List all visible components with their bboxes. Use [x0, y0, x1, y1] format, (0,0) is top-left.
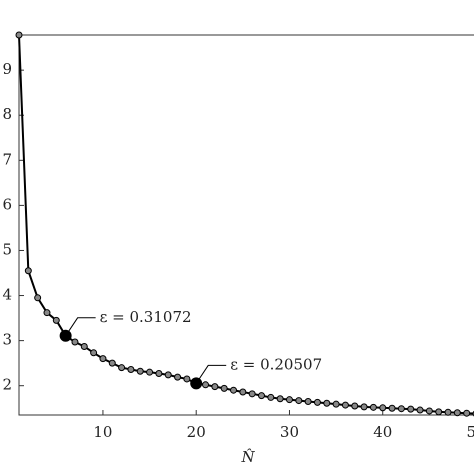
- annotation: ε = 0.20507: [230, 355, 322, 373]
- marker: [108, 359, 116, 367]
- marker: [52, 316, 60, 324]
- marker: [304, 397, 312, 405]
- y-tick-label: 3: [2, 331, 12, 349]
- marker: [146, 368, 154, 376]
- marker: [276, 395, 284, 403]
- marker: [155, 370, 163, 378]
- marker: [183, 375, 191, 383]
- marker: [388, 404, 396, 412]
- marker: [71, 338, 79, 346]
- marker: [248, 390, 256, 398]
- marker: [127, 365, 135, 373]
- marker: [136, 367, 144, 375]
- marker: [80, 342, 88, 350]
- marker: [285, 396, 293, 404]
- marker: [332, 400, 340, 408]
- x-tick-label: 50: [466, 423, 474, 441]
- marker: [267, 393, 275, 401]
- marker: [174, 373, 182, 381]
- y-tick-label: 8: [2, 105, 12, 123]
- annotation: ε = 0.31072: [100, 308, 192, 326]
- x-tick-label: 10: [93, 423, 112, 441]
- marker: [397, 405, 405, 413]
- y-tick-label: 4: [2, 286, 12, 304]
- x-axis-label: N̂: [240, 448, 255, 466]
- marker: [341, 401, 349, 409]
- marker: [444, 408, 452, 416]
- marker: [369, 403, 377, 411]
- marker: [323, 399, 331, 407]
- marker: [90, 349, 98, 357]
- marker: [43, 309, 51, 317]
- marker: [360, 403, 368, 411]
- y-tick-label: 5: [2, 240, 12, 258]
- plot-frame: [18, 34, 474, 416]
- y-tick-label: 6: [2, 195, 12, 213]
- marker: [34, 294, 42, 302]
- marker: [351, 402, 359, 410]
- marker: [407, 405, 415, 413]
- marker: [164, 371, 172, 379]
- marker: [239, 388, 247, 396]
- y-tick-label: 7: [2, 150, 12, 168]
- marker: [118, 364, 126, 372]
- marker: [463, 409, 471, 417]
- y-tick-label: 9: [2, 60, 12, 78]
- marker: [453, 409, 461, 417]
- marker: [379, 404, 387, 412]
- marker: [313, 398, 321, 406]
- leader-line: [65, 317, 96, 337]
- marker: [15, 31, 23, 39]
- marker: [435, 408, 443, 416]
- marker: [24, 267, 32, 275]
- x-tick-label: 20: [187, 423, 206, 441]
- x-tick-label: 30: [280, 423, 299, 441]
- marker: [257, 392, 265, 400]
- marker: [425, 407, 433, 415]
- marker: [230, 386, 238, 394]
- marker: [99, 355, 107, 363]
- marker: [220, 384, 228, 392]
- marker: [295, 397, 303, 405]
- leader-line: [195, 364, 227, 384]
- marker: [211, 383, 219, 391]
- x-tick-label: 40: [373, 423, 392, 441]
- y-tick-label: 2: [2, 376, 12, 394]
- marker: [416, 406, 424, 414]
- marker: [202, 381, 210, 389]
